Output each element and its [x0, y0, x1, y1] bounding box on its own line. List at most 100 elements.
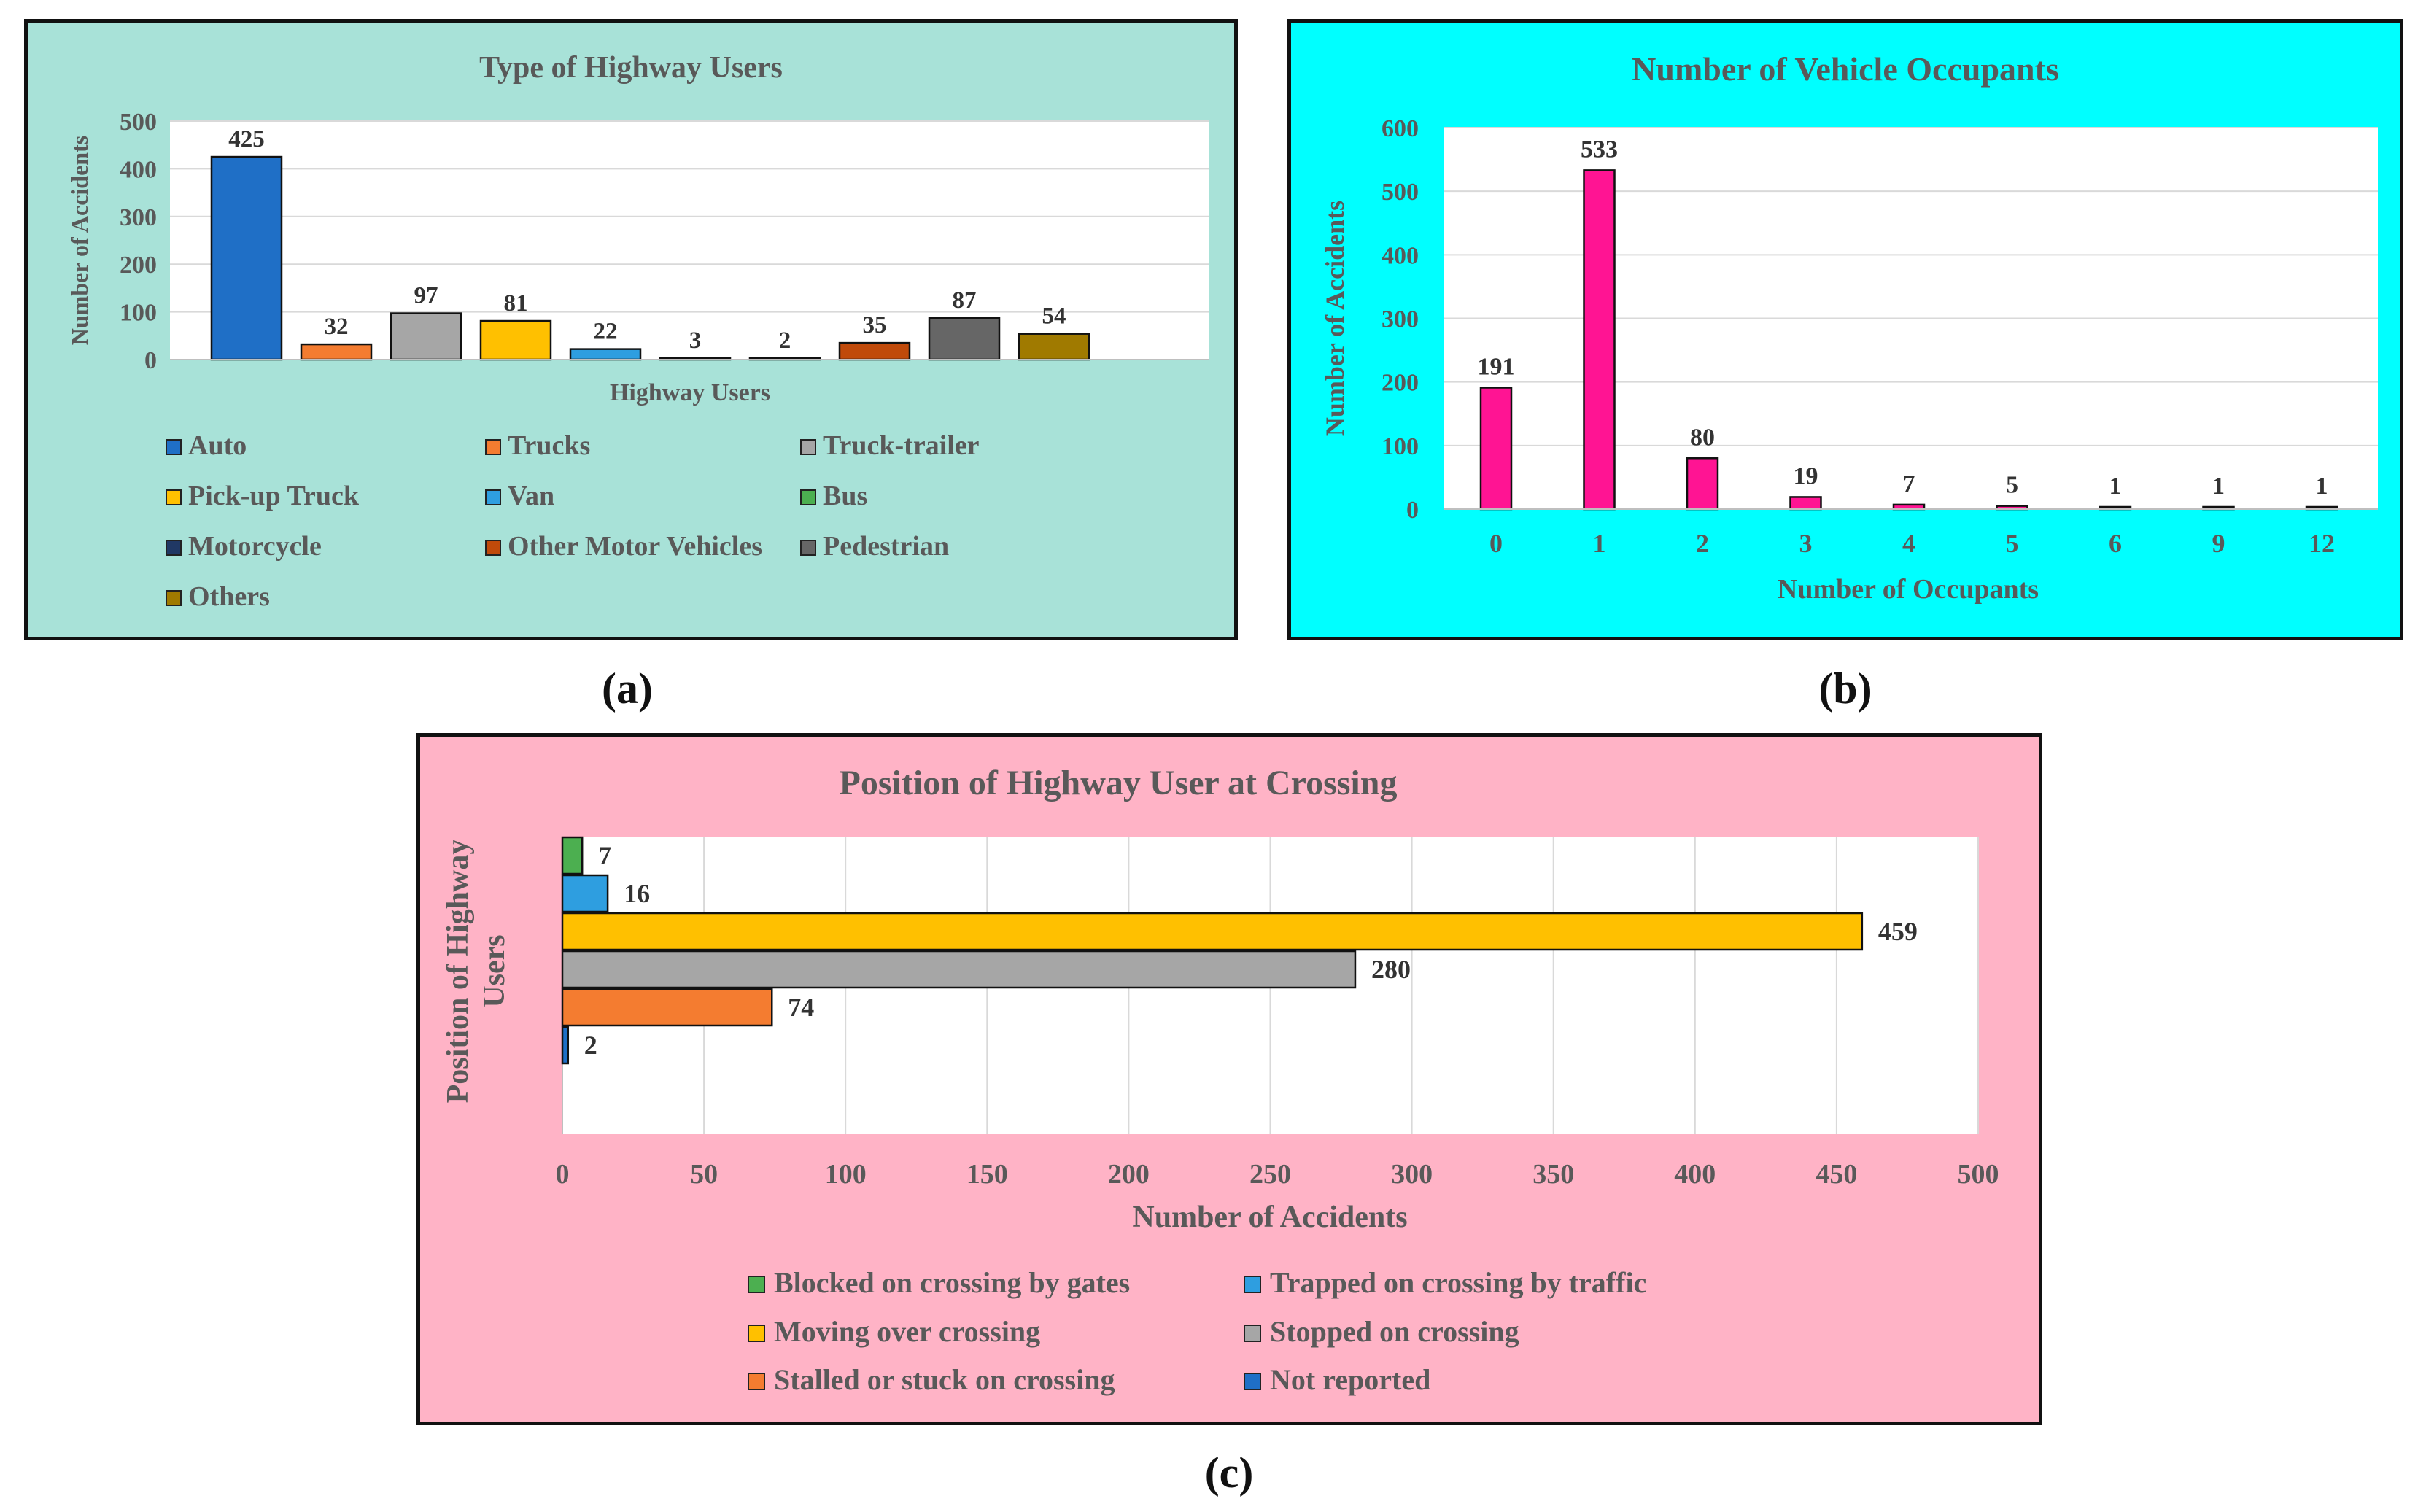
caption-c: (c)	[1204, 1449, 1254, 1497]
caption-b: (b)	[1818, 664, 1872, 713]
y-axis-label: Number of Accidents	[1320, 201, 1349, 436]
data-label: 1	[2109, 473, 2122, 500]
data-label: 2	[779, 327, 791, 354]
legend-swatch	[800, 540, 816, 556]
position-at-crossing-chart: 0 50 100 150 200 250 300 350 400 450 500 Position o…	[441, 764, 1999, 1396]
data-label: 35	[863, 312, 887, 338]
y-tick-label: 400	[1382, 242, 1419, 269]
y-axis-label: Position of HighwayUsers	[441, 840, 511, 1104]
legend-label: Motorcycle	[188, 531, 322, 562]
bar-occupants-3	[1789, 496, 1822, 511]
legend-swatch	[485, 540, 501, 556]
bar-van	[569, 348, 642, 361]
legend-swatch	[166, 540, 182, 556]
bar-truck-trailer	[390, 312, 462, 361]
y-tick-label: 300	[1382, 306, 1419, 333]
bar-pick-up-truck	[479, 319, 552, 361]
x-tick-label: 3	[1799, 529, 1813, 558]
data-label: 533	[1581, 136, 1618, 163]
data-label: 54	[1042, 303, 1066, 330]
bar-trapped-on-crossing-by-traffic	[561, 874, 609, 913]
legend-swatch	[800, 489, 816, 505]
plot-area	[170, 121, 1209, 360]
legend-label: Auto	[188, 430, 247, 461]
x-axis-label: Number of Occupants	[1778, 574, 2039, 605]
x-tick-label: 9	[2212, 529, 2225, 558]
bar-pedestrian	[928, 317, 1001, 361]
bar-others	[1018, 333, 1090, 361]
data-label: 32	[325, 314, 349, 340]
y-tick-label: 100	[120, 300, 157, 327]
x-tick-label: 400	[1674, 1159, 1716, 1190]
legend-label: Moving over crossing	[774, 1315, 1040, 1348]
y-tick-label: 400	[120, 156, 157, 183]
data-label: 81	[504, 290, 528, 317]
legend-swatch	[166, 489, 182, 505]
legend-swatch	[485, 439, 501, 455]
legend-label: Not reported	[1270, 1363, 1430, 1396]
x-tick-label: 0	[1489, 529, 1503, 558]
data-label: 280	[1371, 955, 1411, 984]
legend-label: Blocked on crossing by gates	[774, 1266, 1130, 1299]
legend-label: Others	[188, 581, 270, 612]
legend-swatch	[748, 1373, 765, 1390]
bar-occupants-2	[1686, 457, 1719, 511]
x-tick-label: 350	[1532, 1159, 1574, 1190]
y-tick-label: 500	[120, 109, 157, 136]
chart-title: Number of Vehicle Occupants	[1632, 50, 2059, 88]
data-label: 7	[598, 841, 611, 870]
legend-label: Trapped on crossing by traffic	[1270, 1266, 1646, 1299]
data-label: 3	[689, 327, 702, 354]
x-tick-label: 1	[1593, 529, 1606, 558]
chart-title: Position of Highway User at Crossing	[840, 764, 1398, 802]
y-axis-label: Number of Accidents	[66, 136, 93, 345]
y-tick-label: 500	[1382, 179, 1419, 206]
legend-swatch	[748, 1276, 765, 1293]
bar-other-motor-vehicles	[838, 341, 911, 361]
x-tick-label: 100	[825, 1159, 867, 1190]
y-tick-label: 200	[1382, 370, 1419, 397]
data-label: 19	[1794, 462, 1818, 489]
x-tick-label: 300	[1391, 1159, 1433, 1190]
bar-moving-over-crossing	[561, 912, 1864, 951]
x-tick-label: 500	[1958, 1159, 1999, 1190]
legend-swatch	[1244, 1276, 1261, 1293]
x-tick-label: 6	[2109, 529, 2122, 558]
x-tick-label: 200	[1108, 1159, 1150, 1190]
data-label: 87	[953, 287, 977, 314]
legend-label: Trucks	[508, 430, 590, 461]
data-label: 16	[624, 879, 650, 908]
x-tick-label: 12	[2309, 529, 2335, 558]
data-label: 191	[1478, 354, 1515, 381]
legend-label: Bus	[823, 481, 867, 511]
legend-label: Other Motor Vehicles	[508, 531, 762, 562]
legend-swatch	[485, 489, 501, 505]
legend-label: Van	[508, 481, 554, 511]
legend-label: Truck-trailer	[823, 430, 980, 461]
highway-users-chart: 0 100 200 300 400 500 Type of Highway Users Num…	[66, 51, 1209, 612]
y-tick-label: 0	[144, 347, 157, 374]
x-tick-label: 450	[1816, 1159, 1857, 1190]
chart-panel-vehicle-occupants: 0 100 200 300 400 500 600 Number of Vehicle Occ…	[1287, 19, 2403, 640]
x-tick-label: 150	[966, 1159, 1008, 1190]
x-tick-label: 250	[1249, 1159, 1291, 1190]
legend-swatch	[1244, 1373, 1261, 1390]
y-tick-label: 0	[1406, 497, 1419, 524]
x-axis-label: Number of Accidents	[1132, 1201, 1407, 1234]
y-tick-label: 600	[1382, 115, 1419, 142]
vehicle-occupants-chart: 0 100 200 300 400 500 600 Number of Vehicle Occ…	[1320, 50, 2378, 605]
legend-swatch	[166, 439, 182, 455]
data-label: 425	[228, 126, 265, 152]
x-tick-label: 0	[556, 1159, 570, 1190]
caption-a: (a)	[602, 664, 653, 713]
bar-stalled-or-stuck-on-crossing	[561, 988, 773, 1027]
y-tick-label: 300	[120, 204, 157, 231]
legend-label: Pick-up Truck	[188, 481, 360, 511]
data-label: 459	[1878, 917, 1918, 946]
legend-swatch	[1244, 1325, 1261, 1342]
legend-label: Pedestrian	[823, 531, 949, 562]
legend-label: Stalled or stuck on crossing	[774, 1363, 1115, 1396]
bar-auto	[210, 155, 283, 361]
x-axis-label: Highway Users	[610, 379, 770, 406]
bar-stopped-on-crossing	[561, 950, 1357, 989]
